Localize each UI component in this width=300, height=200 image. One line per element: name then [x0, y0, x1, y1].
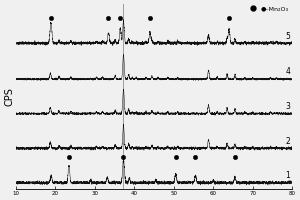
Text: 2: 2: [286, 137, 290, 146]
Text: 5: 5: [286, 32, 290, 41]
Text: 4: 4: [286, 67, 290, 76]
Text: 3: 3: [286, 102, 290, 111]
Legend: ●–Mn₂O₃: ●–Mn₂O₃: [246, 5, 289, 12]
Text: 1: 1: [286, 171, 290, 180]
Y-axis label: CPS: CPS: [4, 87, 14, 106]
